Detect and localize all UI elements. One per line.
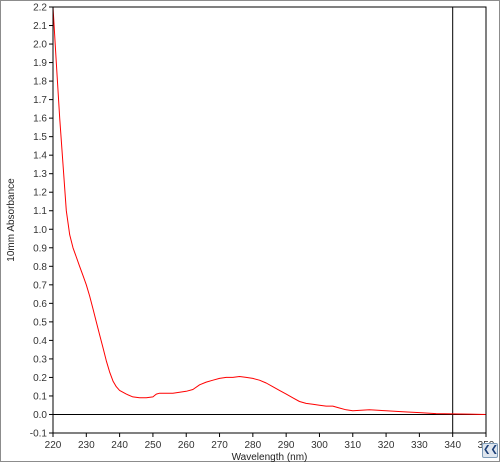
y-tick-label: 1.1 [33, 206, 47, 217]
y-tick-label: -0.1 [30, 429, 48, 440]
y-tick-label: 1.9 [33, 58, 47, 69]
y-tick-label: 1.3 [33, 169, 47, 180]
x-tick-label: 230 [78, 440, 95, 451]
x-tick-label: 330 [411, 440, 428, 451]
y-tick-label: 2.2 [33, 3, 47, 14]
collapse-panel-button[interactable]: ❮❮ [482, 443, 498, 458]
y-tick-label: 0.0 [33, 410, 47, 421]
y-tick-label: 2.0 [33, 40, 47, 51]
x-tick-label: 250 [145, 440, 162, 451]
y-axis-ticks: -0.1 0.0 0.1 0.2 0.3 0.4 0.5 0.6 0.7 0.8 0.9 1.0 1.1… [30, 3, 53, 440]
x-axis-title: Wavelength (nm) [232, 452, 308, 463]
x-tick-label: 340 [444, 440, 461, 451]
y-tick-label: 0.8 [33, 262, 47, 273]
y-tick-label: 1.0 [33, 225, 47, 236]
y-tick-label: 1.7 [33, 95, 47, 106]
x-tick-label: 320 [378, 440, 395, 451]
y-tick-label: 0.5 [33, 317, 47, 328]
y-tick-label: 0.4 [33, 336, 47, 347]
y-tick-label: 0.1 [33, 391, 47, 402]
y-tick-label: 0.3 [33, 354, 47, 365]
y-tick-label: 0.9 [33, 243, 47, 254]
y-tick-label: 1.2 [33, 188, 47, 199]
absorbance-series-line [52, 6, 487, 415]
x-tick-label: 280 [245, 440, 262, 451]
x-tick-label: 220 [45, 440, 62, 451]
y-tick-label: 0.2 [33, 373, 47, 384]
y-tick-label: 1.5 [33, 132, 47, 143]
y-tick-label: 0.6 [33, 299, 47, 310]
y-tick-label: 1.4 [33, 151, 47, 162]
y-axis-title: 10mm Absorbance [6, 178, 17, 262]
x-tick-label: 240 [111, 440, 128, 451]
plot-area-border [52, 6, 487, 434]
y-tick-label: 1.8 [33, 77, 47, 88]
x-axis-ticks: 2202302402502602702802903003103203303403… [45, 433, 495, 451]
y-tick-label: 1.6 [33, 114, 47, 125]
x-tick-label: 290 [278, 440, 295, 451]
x-tick-label: 270 [211, 440, 228, 451]
x-tick-label: 310 [344, 440, 361, 451]
x-tick-label: 260 [178, 440, 195, 451]
y-tick-label: 2.1 [33, 21, 47, 32]
x-tick-label: 300 [311, 440, 328, 451]
y-tick-label: 0.7 [33, 280, 47, 291]
